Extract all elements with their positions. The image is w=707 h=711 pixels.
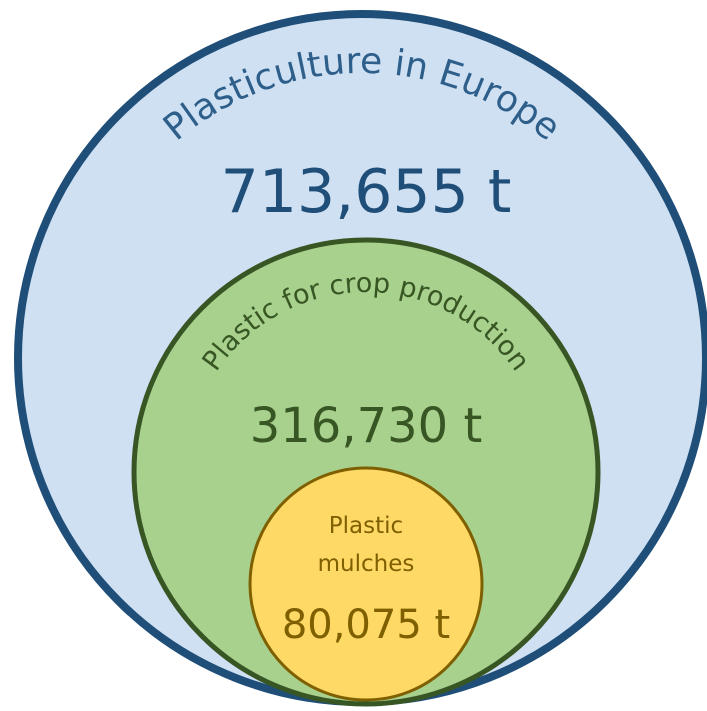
- middle-value: 316,730 t: [250, 398, 483, 454]
- inner-label: Plastic: [329, 513, 403, 539]
- inner-value: 80,075 t: [282, 602, 450, 648]
- inner-label: mulches: [318, 551, 415, 577]
- inner-circle: [248, 466, 484, 702]
- outer-value: 713,655 t: [221, 157, 512, 227]
